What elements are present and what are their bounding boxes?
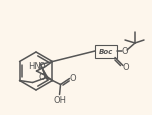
FancyBboxPatch shape: [95, 45, 117, 58]
Text: O: O: [122, 47, 128, 56]
Text: O: O: [69, 73, 76, 82]
Text: O: O: [39, 61, 45, 70]
Text: HN: HN: [28, 61, 41, 70]
Polygon shape: [41, 65, 48, 78]
Text: OH: OH: [53, 95, 66, 104]
Text: O: O: [39, 72, 45, 81]
Text: O: O: [123, 62, 129, 71]
Text: Boc: Boc: [99, 49, 113, 55]
